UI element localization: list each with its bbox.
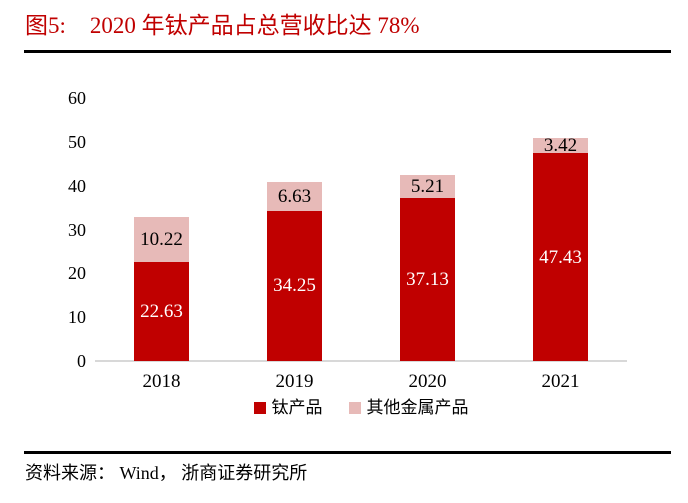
bar-value-label: 47.43 [539, 246, 582, 268]
bar-segment-其他金属产品-2019: 6.63 [267, 181, 322, 211]
y-tick-20: 20 [68, 263, 86, 284]
y-tick-10: 10 [68, 307, 86, 328]
bar-value-label: 22.63 [140, 300, 183, 322]
bar-segment-其他金属产品-2018: 10.22 [134, 217, 189, 262]
x-tick-2018: 2018 [142, 371, 181, 392]
x-tick-2019: 2019 [275, 371, 314, 392]
bar-value-label: 5.21 [410, 176, 445, 198]
bar-segment-钛产品-2018: 22.63 [134, 261, 189, 361]
bar-value-label: 37.13 [406, 269, 449, 291]
y-tick-30: 30 [68, 219, 86, 240]
bar-segment-钛产品-2020: 37.13 [400, 198, 455, 361]
x-axis-line [95, 360, 627, 362]
legend-item-其他金属产品: 其他金属产品 [348, 398, 469, 418]
legend-label: 其他金属产品 [366, 398, 469, 417]
legend-label: 钛产品 [271, 398, 323, 417]
bar-value-label: 10.22 [140, 228, 183, 250]
chart-legend: 钛产品 其他金属产品 [95, 398, 627, 418]
source-note: 资料来源： Wind， 浙商证券研究所 [25, 463, 308, 483]
legend-swatch-icon [348, 402, 361, 414]
bar-segment-钛产品-2021: 47.43 [533, 153, 588, 361]
bar-segment-钛产品-2019: 34.25 [267, 210, 322, 361]
bar-value-label: 34.25 [273, 275, 316, 297]
figure-title-text: 2020 年钛产品占总营收比达 78% [89, 13, 420, 38]
y-tick-0: 0 [77, 351, 86, 371]
legend-item-钛产品: 钛产品 [253, 398, 323, 418]
title-divider [24, 50, 671, 53]
figure-title: 图5: 2020 年钛产品占总营收比达 78% [25, 8, 420, 44]
legend-swatch-icon [253, 402, 266, 414]
x-tick-2020: 2020 [408, 371, 447, 392]
bar-value-label: 3.42 [543, 135, 578, 157]
bar-value-label: 6.63 [277, 185, 312, 207]
figure-number-label: 图5: [25, 13, 66, 38]
bar-segment-其他金属产品-2020: 5.21 [400, 175, 455, 199]
y-tick-40: 40 [68, 175, 86, 196]
y-tick-60: 60 [68, 88, 86, 108]
source-divider [24, 451, 671, 454]
bar-segment-其他金属产品-2021: 3.42 [533, 135, 588, 157]
x-tick-2021: 2021 [541, 371, 580, 392]
y-tick-50: 50 [68, 131, 86, 152]
